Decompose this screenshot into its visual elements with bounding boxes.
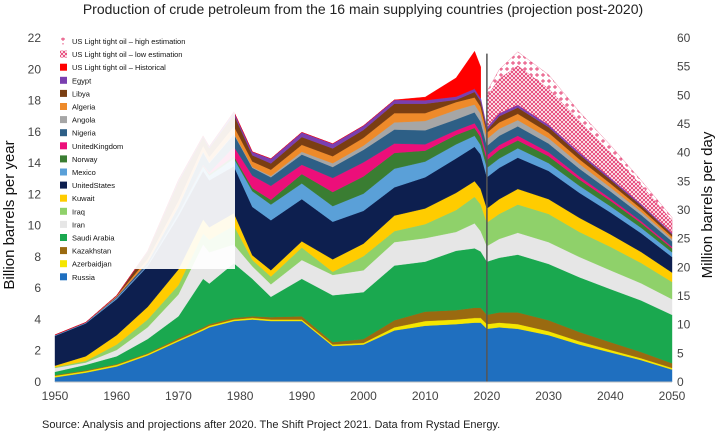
- legend-label-kuwait: Kuwait: [72, 194, 95, 203]
- x-tick-label: 2000: [350, 389, 377, 403]
- y2-tick-label: 15: [677, 289, 691, 303]
- legend-swatch-algeria: [60, 103, 67, 110]
- legend-swatch-saudi-arabia: [60, 234, 67, 241]
- x-tick-label: 2050: [659, 389, 686, 403]
- legend-label-united-kingdom: UnitedKingdom: [72, 142, 123, 151]
- y2-axis-title: Million barrels per day: [699, 131, 716, 278]
- legend-swatch-azerbaidjan: [60, 260, 67, 267]
- legend-swatch-kuwait: [60, 195, 67, 202]
- legend-swatch-nigeria: [60, 129, 67, 136]
- legend-label-us-light-tight-oil-low-estimation: US Light tight oil – low estimation: [72, 50, 182, 59]
- legend-label-us-light-tight-oil-historical: US Light tight oil – Historical: [72, 63, 166, 72]
- legend-swatch-egypt: [60, 77, 67, 84]
- legend-swatch-libya: [60, 90, 67, 97]
- y2-tick-label: 50: [677, 88, 691, 102]
- y2-tick-label: 45: [677, 117, 691, 131]
- y2-axis-ticks: 0 5 10 15 20 25 30 35 40 45 50 55 60: [677, 31, 691, 389]
- y2-tick-label: 0: [677, 375, 684, 389]
- legend-label-norway: Norway: [72, 155, 98, 164]
- y-tick-label: 6: [34, 281, 41, 295]
- x-tick-label: 1950: [42, 389, 69, 403]
- legend-swatch-kazakhstan: [60, 247, 67, 254]
- oil-production-chart: Production of crude petroleum from the 1…: [0, 0, 726, 435]
- x-tick-label: 1970: [165, 389, 192, 403]
- y-tick-label: 12: [28, 187, 42, 201]
- y-tick-label: 16: [28, 125, 42, 139]
- legend-label-united-states: UnitedStates: [72, 181, 115, 190]
- y-tick-label: 20: [28, 62, 42, 76]
- legend-label-russia: Russia: [72, 273, 96, 282]
- y-tick-label: 22: [28, 31, 42, 45]
- x-tick-label: 1980: [227, 389, 254, 403]
- x-tick-label: 1990: [288, 389, 315, 403]
- legend-swatch-angola: [60, 116, 67, 123]
- y-tick-label: 4: [34, 312, 41, 326]
- legend-swatch-united-states: [60, 182, 67, 189]
- y-tick-label: 14: [28, 156, 42, 170]
- y2-tick-label: 5: [677, 346, 684, 360]
- legend-label-egypt: Egypt: [72, 76, 92, 85]
- y2-tick-label: 35: [677, 174, 691, 188]
- legend-label-kazakhstan: Kazakhstan: [72, 247, 111, 256]
- y-axis-ticks: 0 2 4 6 8 10 12 14 16 18 20 22: [28, 31, 42, 389]
- legend-label-azerbaidjan: Azerbaidjan: [72, 260, 112, 269]
- legend: US Light tight oil – high estimation US L…: [57, 35, 235, 282]
- y2-tick-label: 40: [677, 146, 691, 160]
- legend-label-algeria: Algeria: [72, 103, 96, 112]
- y2-tick-label: 30: [677, 203, 691, 217]
- x-tick-label: 2010: [412, 389, 439, 403]
- y2-tick-label: 60: [677, 31, 691, 45]
- legend-label-libya: Libya: [72, 89, 91, 98]
- legend-swatch-iran: [60, 221, 67, 228]
- legend-label-us-light-tight-oil-high-estimation: US Light tight oil – high estimation: [72, 37, 185, 46]
- chart-title: Production of crude petroleum from the 1…: [83, 1, 643, 17]
- x-tick-label: 2020: [474, 389, 501, 403]
- legend-label-iraq: Iraq: [72, 207, 85, 216]
- legend-swatch-mexico: [60, 169, 67, 176]
- legend-swatch-us-light-tight-oil-high-estimation: [60, 38, 67, 45]
- legend-label-angola: Angola: [72, 116, 96, 125]
- source-note: Source: Analysis and projections after 2…: [42, 419, 500, 431]
- legend-label-mexico: Mexico: [72, 168, 96, 177]
- y2-tick-label: 55: [677, 60, 691, 74]
- legend-swatch-us-light-tight-oil-historical: [60, 64, 67, 71]
- legend-swatch-norway: [60, 155, 67, 162]
- y2-tick-label: 20: [677, 260, 691, 274]
- x-tick-label: 1960: [103, 389, 130, 403]
- legend-swatch-united-kingdom: [60, 142, 67, 149]
- y-tick-label: 2: [34, 344, 41, 358]
- y-axis-title: Billion barrels per year: [1, 140, 18, 289]
- y-tick-label: 10: [28, 219, 42, 233]
- y2-tick-label: 10: [677, 318, 691, 332]
- y-tick-label: 8: [34, 250, 41, 264]
- y2-tick-label: 25: [677, 232, 691, 246]
- legend-label-iran: Iran: [72, 220, 85, 229]
- y-tick-label: 0: [34, 375, 41, 389]
- legend-label-nigeria: Nigeria: [72, 129, 97, 138]
- x-tick-label: 2030: [535, 389, 562, 403]
- legend-swatch-iraq: [60, 208, 67, 215]
- x-axis-ticks: 1950 1960 1970 1980 1990 2000 2010 2020 2030 2040…: [42, 389, 686, 403]
- y-tick-label: 18: [28, 94, 42, 108]
- legend-swatch-russia: [60, 273, 67, 280]
- x-tick-label: 2040: [597, 389, 624, 403]
- legend-swatch-us-light-tight-oil-low-estimation: [60, 51, 67, 58]
- legend-label-saudi-arabia: Saudi Arabia: [72, 234, 115, 243]
